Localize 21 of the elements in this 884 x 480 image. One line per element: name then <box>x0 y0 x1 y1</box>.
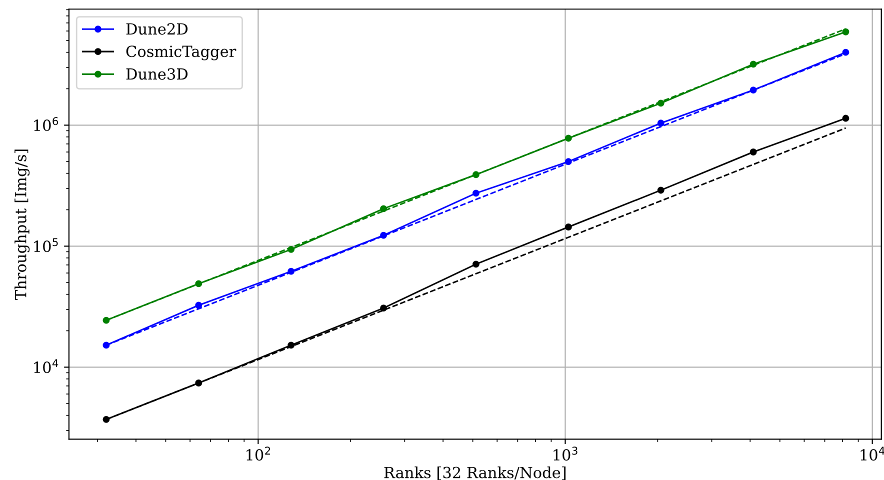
legend-label: Dune3D <box>126 68 188 80</box>
legend-label: Dune2D <box>126 23 188 35</box>
point <box>472 260 480 268</box>
y-tick-label: 10$^{5}$ <box>34 238 58 252</box>
point <box>472 190 480 197</box>
point <box>842 28 850 36</box>
point <box>750 148 757 156</box>
y-tick-label: 10$^{6}$ <box>34 117 58 132</box>
point <box>657 120 664 127</box>
point <box>842 48 850 56</box>
y-axis-title: Throughput [Img/s] <box>14 150 30 300</box>
point <box>380 304 388 312</box>
legend-label: CosmicTagger <box>126 46 236 60</box>
point <box>657 186 664 194</box>
point <box>195 302 202 309</box>
x-axis-title: Ranks [32 Ranks/Node] <box>384 466 566 480</box>
x-tick-label: 10$^{3}$ <box>554 446 578 461</box>
point <box>842 114 850 122</box>
y-tick-label: 10$^{4}$ <box>34 359 58 374</box>
x-tick-label: 10$^{2}$ <box>246 446 270 461</box>
point <box>564 224 572 230</box>
